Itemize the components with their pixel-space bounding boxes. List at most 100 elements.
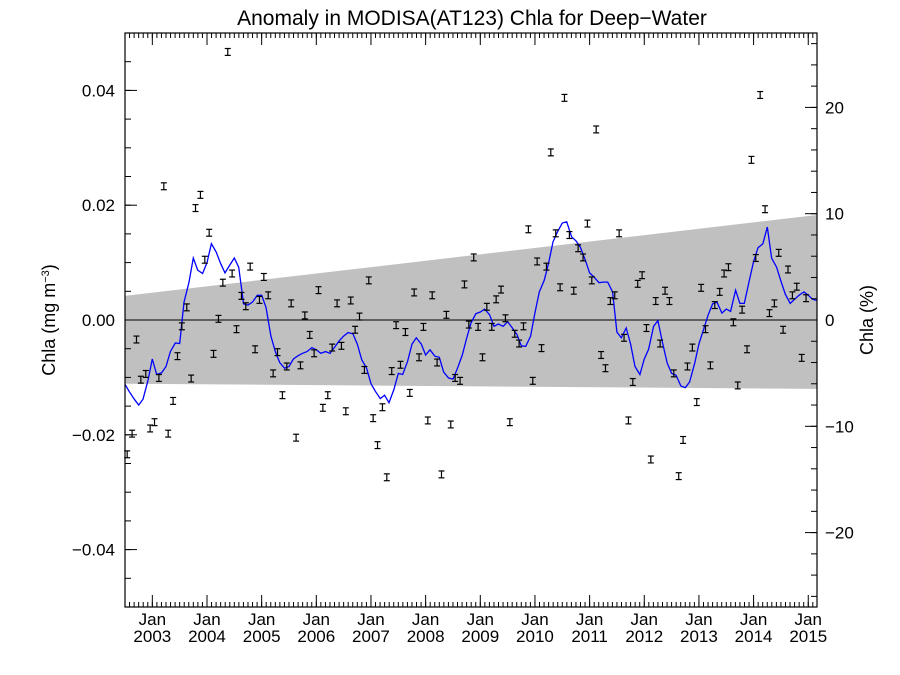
svg-text:Chla (mg m−3): Chla (mg m−3) xyxy=(39,264,59,376)
data-point xyxy=(142,369,149,378)
data-point xyxy=(525,225,532,234)
data-point xyxy=(506,418,513,427)
data-point xyxy=(647,455,654,464)
data-point xyxy=(488,322,495,331)
data-point xyxy=(429,291,436,300)
data-point xyxy=(552,229,559,238)
data-point xyxy=(739,305,746,314)
data-point xyxy=(698,283,705,292)
data-point xyxy=(457,376,464,385)
data-point xyxy=(215,314,222,323)
data-point xyxy=(393,321,400,330)
x-tick-year-label: 2006 xyxy=(297,627,335,646)
x-tick-month-label: Jan xyxy=(740,610,767,629)
data-point xyxy=(798,353,805,362)
data-point xyxy=(652,297,659,306)
data-point xyxy=(734,381,741,390)
data-point xyxy=(229,269,236,278)
data-point xyxy=(670,369,677,378)
data-point xyxy=(625,416,632,425)
data-point xyxy=(165,429,172,438)
data-point xyxy=(757,90,764,100)
x-tick-month-label: Jan xyxy=(193,610,220,629)
y-right-tick-label: 20 xyxy=(825,98,844,117)
data-point xyxy=(602,364,609,373)
data-point xyxy=(547,148,554,157)
data-point xyxy=(584,219,591,228)
data-point xyxy=(233,325,240,334)
data-point xyxy=(201,255,208,264)
data-point xyxy=(260,272,267,281)
data-point xyxy=(183,303,190,312)
data-point xyxy=(265,291,272,300)
data-point xyxy=(361,365,368,374)
data-point xyxy=(538,344,545,353)
y-axis-right-label: Chla (%) xyxy=(857,285,877,355)
data-point xyxy=(411,288,418,297)
x-tick-year-label: 2010 xyxy=(516,627,554,646)
data-point xyxy=(465,320,472,329)
data-point xyxy=(256,295,263,304)
data-point xyxy=(588,276,595,285)
data-point xyxy=(301,311,308,320)
data-point xyxy=(702,325,709,334)
data-point xyxy=(406,388,413,397)
data-point xyxy=(789,291,796,300)
x-tick-year-label: 2003 xyxy=(133,627,171,646)
data-point xyxy=(616,229,623,238)
data-point xyxy=(206,228,213,237)
data-point xyxy=(365,276,372,285)
data-point xyxy=(561,93,568,102)
data-point xyxy=(570,286,577,295)
data-point xyxy=(785,265,792,274)
x-tick-month-label: Jan xyxy=(248,610,275,629)
x-tick-year-label: 2008 xyxy=(407,627,445,646)
data-point xyxy=(188,374,195,383)
data-point xyxy=(680,435,687,445)
x-tick-month-label: Jan xyxy=(631,610,658,629)
data-point xyxy=(402,328,409,337)
data-point xyxy=(516,339,523,348)
x-tick-year-label: 2009 xyxy=(461,627,499,646)
data-point xyxy=(319,403,326,412)
data-point xyxy=(447,420,454,429)
data-point xyxy=(762,205,769,214)
data-point xyxy=(534,257,541,266)
data-point xyxy=(315,286,322,295)
data-point xyxy=(270,369,277,378)
data-point xyxy=(629,377,636,387)
data-point xyxy=(242,302,249,311)
x-tick-month-label: Jan xyxy=(139,610,166,629)
x-tick-month-label: Jan xyxy=(685,610,712,629)
data-point xyxy=(174,352,181,361)
data-point xyxy=(210,349,217,358)
data-point xyxy=(434,358,441,367)
data-point xyxy=(470,253,477,262)
data-point xyxy=(689,343,696,352)
data-point xyxy=(748,155,755,164)
data-point xyxy=(461,280,468,289)
data-point xyxy=(607,297,614,306)
data-point xyxy=(529,376,536,385)
data-point xyxy=(493,295,500,304)
data-point xyxy=(502,314,509,323)
data-point xyxy=(151,418,158,427)
x-tick-month-label: Jan xyxy=(303,610,330,629)
data-point xyxy=(752,253,759,263)
data-point xyxy=(170,396,177,405)
data-point xyxy=(438,470,445,479)
data-point xyxy=(557,283,564,292)
data-points xyxy=(124,47,810,482)
data-point xyxy=(334,299,341,308)
data-point xyxy=(766,309,773,318)
data-point xyxy=(306,330,313,339)
data-point xyxy=(197,190,204,199)
data-point xyxy=(416,353,423,362)
data-point xyxy=(379,403,386,412)
data-point xyxy=(711,301,718,310)
data-point xyxy=(643,323,650,333)
data-point xyxy=(238,291,245,300)
x-tick-month-label: Jan xyxy=(467,610,494,629)
data-point xyxy=(520,322,527,331)
data-point xyxy=(420,322,427,331)
